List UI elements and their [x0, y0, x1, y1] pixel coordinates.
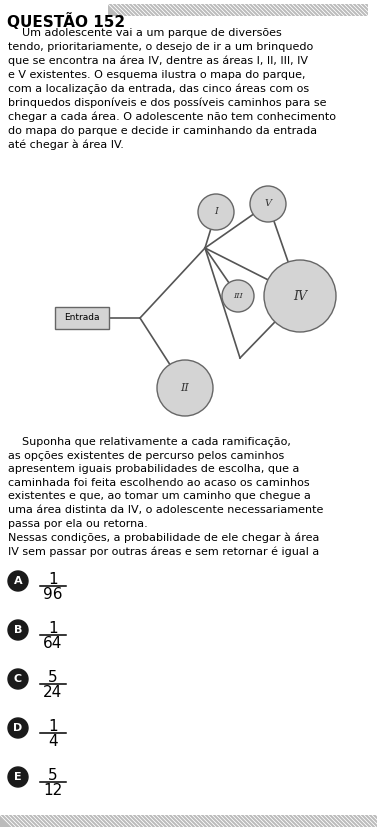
Text: IV: IV: [293, 289, 307, 303]
Text: 64: 64: [43, 636, 63, 651]
Text: 96: 96: [43, 587, 63, 602]
Text: QUESTÃO 152: QUESTÃO 152: [7, 13, 125, 30]
Circle shape: [250, 186, 286, 222]
Circle shape: [8, 718, 28, 738]
Text: 4: 4: [48, 734, 58, 749]
Circle shape: [222, 280, 254, 312]
Text: 1: 1: [48, 719, 58, 734]
Circle shape: [8, 669, 28, 689]
Bar: [0, 815, 377, 827]
FancyBboxPatch shape: [55, 307, 109, 329]
Text: II: II: [181, 383, 189, 393]
Text: 12: 12: [43, 783, 63, 798]
Text: III: III: [233, 292, 243, 300]
Circle shape: [8, 767, 28, 787]
Text: 5: 5: [48, 768, 58, 783]
Text: 1: 1: [48, 572, 58, 587]
Text: E: E: [14, 772, 22, 782]
Text: 24: 24: [43, 685, 63, 700]
Circle shape: [157, 360, 213, 416]
Bar: [108, 4, 368, 16]
Text: A: A: [14, 576, 22, 586]
Text: I: I: [214, 208, 218, 217]
Text: B: B: [14, 625, 22, 635]
Text: Suponha que relativamente a cada ramificação,
as opções existentes de percurso p: Suponha que relativamente a cada ramific…: [8, 437, 323, 557]
Circle shape: [264, 260, 336, 332]
Text: D: D: [13, 723, 23, 733]
Text: C: C: [14, 674, 22, 684]
Circle shape: [8, 571, 28, 591]
Text: 1: 1: [48, 621, 58, 636]
Circle shape: [198, 194, 234, 230]
Circle shape: [8, 620, 28, 640]
Text: V: V: [265, 199, 271, 208]
Text: 5: 5: [48, 670, 58, 685]
Text: Um adolescente vai a um parque de diversões
tendo, prioritariamente, o desejo de: Um adolescente vai a um parque de divers…: [8, 28, 336, 151]
Text: Entrada: Entrada: [64, 313, 100, 323]
